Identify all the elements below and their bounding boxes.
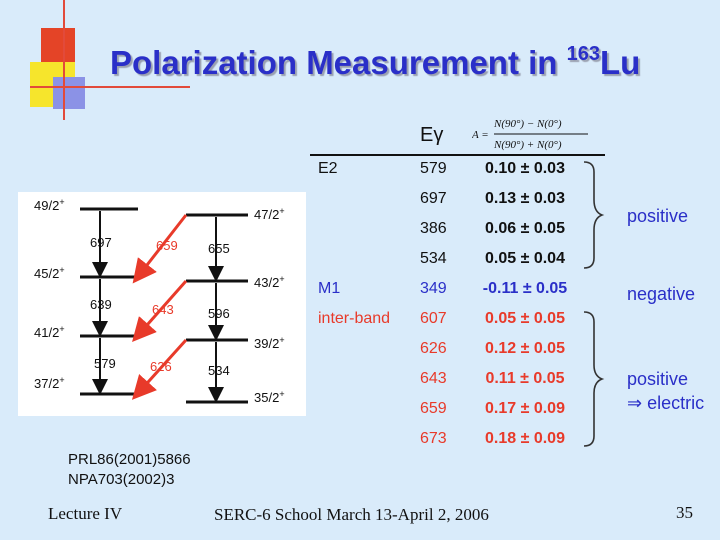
row-asymmetry: 0.17 ± 0.09	[485, 400, 565, 417]
interband-arrow-1	[132, 214, 188, 284]
interband-sign-label: positive	[627, 369, 689, 389]
energy-label-right-3: 534	[208, 363, 230, 378]
formula-numerator: N(90°) − N(0°)	[493, 118, 562, 130]
energy-label-interband-2: 643	[152, 302, 174, 317]
footer-school: SERC-6 School March 13-April 2, 2006	[214, 505, 489, 524]
energy-label-right-1: 655	[208, 241, 230, 256]
spin-label-left-4: 37/2+	[34, 375, 65, 391]
energy-label-right-2: 596	[208, 306, 230, 321]
level-scheme-diagram: 49/2+ 45/2+ 41/2+ 37/2+ 47/2+ 43/2+ 39/2…	[34, 197, 285, 405]
decor-blue-square	[53, 77, 85, 109]
title-main: Polarization Measurement in	[110, 44, 567, 81]
spin-label-right-1: 47/2+	[254, 206, 285, 222]
spin-label-left-3: 41/2+	[34, 324, 65, 340]
energy-label-left-3: 579	[94, 356, 116, 371]
row-type-label: E2	[318, 160, 338, 177]
row-energy: 673	[420, 430, 447, 447]
row-asymmetry: 0.12 ± 0.05	[485, 340, 565, 357]
row-asymmetry: 0.11 ± 0.05	[485, 370, 565, 387]
row-energy: 626	[420, 340, 447, 357]
row-type-label: inter-band	[318, 310, 391, 327]
row-asymmetry: 0.05 ± 0.05	[485, 310, 565, 327]
row-asymmetry: 0.13 ± 0.03	[485, 190, 565, 207]
row-asymmetry: 0.18 ± 0.09	[485, 430, 565, 447]
references: PRL86(2001)5866 NPA703(2002)3	[68, 450, 191, 490]
decor-red-square	[41, 28, 75, 62]
spin-label-right-4: 35/2+	[254, 389, 285, 405]
formula-lhs: A =	[472, 129, 489, 141]
energy-label-interband-3: 626	[150, 359, 172, 374]
formula-denominator: N(90°) + N(0°)	[493, 139, 562, 151]
energy-column-header: Eγ	[420, 124, 444, 146]
page-number: 35	[676, 503, 693, 522]
interband-conclusion-label: ⇒ electric	[627, 393, 705, 413]
row-energy: 697	[420, 190, 447, 207]
decor-vertical-line	[63, 0, 65, 120]
energy-label-interband-1: 659	[156, 238, 178, 253]
row-asymmetry: 0.10 ± 0.03	[485, 160, 565, 177]
row-energy: 607	[420, 310, 447, 327]
row-energy: 659	[420, 400, 447, 417]
e2-sign-label: positive	[627, 206, 689, 226]
row-asymmetry: 0.06 ± 0.05	[485, 220, 565, 237]
row-asymmetry: -0.11 ± 0.05	[482, 280, 568, 297]
interband-arrow-2	[132, 280, 188, 342]
row-energy: 579	[420, 160, 447, 177]
row-type-label: M1	[318, 280, 341, 297]
brace-interband	[583, 311, 605, 447]
footer-lecture: Lecture IV	[48, 504, 123, 523]
asymmetry-formula: A = N(90°) − N(0°) N(90°) + N(0°)	[472, 118, 588, 151]
interband-arrow-3	[131, 338, 188, 400]
brace-e2	[583, 161, 605, 269]
table-header-rule	[310, 154, 605, 156]
row-energy: 386	[420, 220, 447, 237]
title-isotope-mass: 163	[566, 43, 600, 65]
title-element: Lu	[599, 44, 641, 81]
row-energy: 534	[420, 250, 447, 267]
level-scheme-panel: 49/2+ 45/2+ 41/2+ 37/2+ 47/2+ 43/2+ 39/2…	[18, 192, 306, 416]
slide-title: Polarization Measurement in 163Lu	[110, 40, 710, 86]
spin-label-left-2: 45/2+	[34, 265, 65, 281]
energy-label-left-2: 639	[90, 297, 112, 312]
row-energy: 349	[420, 280, 447, 297]
energy-label-left-1: 697	[90, 235, 112, 250]
spin-label-right-3: 39/2+	[254, 335, 285, 351]
row-energy: 643	[420, 370, 447, 387]
row-asymmetry: 0.05 ± 0.04	[485, 250, 565, 267]
decor-horizontal-line	[30, 86, 190, 88]
group-braces	[583, 161, 605, 447]
reference-2: NPA703(2002)3	[68, 471, 175, 488]
spin-label-left-1: 49/2+	[34, 197, 65, 213]
m1-sign-label: negative	[627, 284, 696, 304]
spin-label-right-2: 43/2+	[254, 274, 285, 290]
reference-1: PRL86(2001)5866	[68, 451, 191, 468]
